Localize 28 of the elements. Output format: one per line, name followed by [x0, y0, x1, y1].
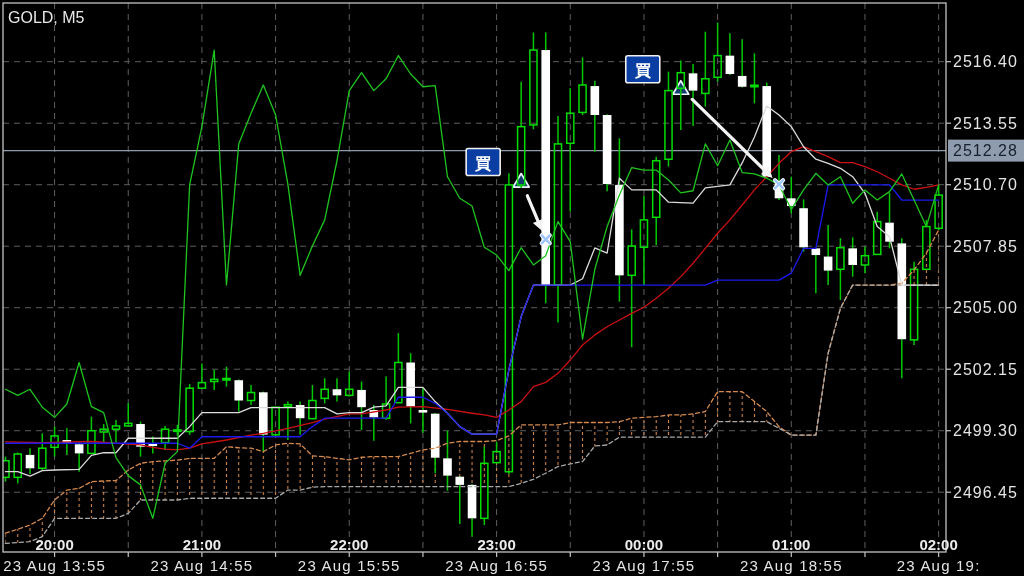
x2-tick-label: 21:00 [182, 535, 222, 553]
y-tick-label: 2496.45 [953, 483, 1018, 501]
y-tick-label: 2516.40 [953, 53, 1018, 71]
annotation: 買 [625, 54, 661, 84]
x2-tick-label: 20:00 [35, 535, 74, 553]
x-tick-label: 23 Aug 16:55 [445, 556, 549, 574]
y-tick-label: 2513.55 [953, 114, 1018, 132]
x2-tick-label: 22:00 [330, 535, 369, 553]
x2-tick-label: 23:00 [477, 535, 516, 553]
y-tick-label: 2510.70 [953, 176, 1018, 194]
x-tick-label: 23 Aug 15:55 [297, 556, 401, 574]
annotation: 買 [474, 154, 492, 172]
x-tick-label: 23 Aug 14:55 [150, 556, 254, 574]
x-tick-label: 23 Aug 19: [896, 556, 981, 574]
x2-tick-label: 01:00 [772, 535, 811, 553]
annotation: 買 [633, 61, 651, 79]
x2-tick-label: 00:00 [624, 535, 664, 553]
y-tick-label: 2505.00 [953, 299, 1018, 317]
x2-tick-label: 02:00 [919, 535, 958, 553]
x-tick-label: 23 Aug 13:55 [3, 556, 106, 574]
x-tick-label: 23 Aug 17:55 [592, 556, 696, 574]
y-tick-label: 2507.85 [953, 237, 1018, 255]
x-tick-label: 23 Aug 18:55 [739, 556, 843, 574]
y-tick-label: 2502.15 [953, 360, 1018, 378]
annotation: 買 [465, 147, 501, 177]
y-tick-label: 2499.30 [953, 422, 1018, 440]
title: GOLD, M5 [8, 8, 85, 26]
ref-line-label: 2512.28 [953, 142, 1018, 160]
